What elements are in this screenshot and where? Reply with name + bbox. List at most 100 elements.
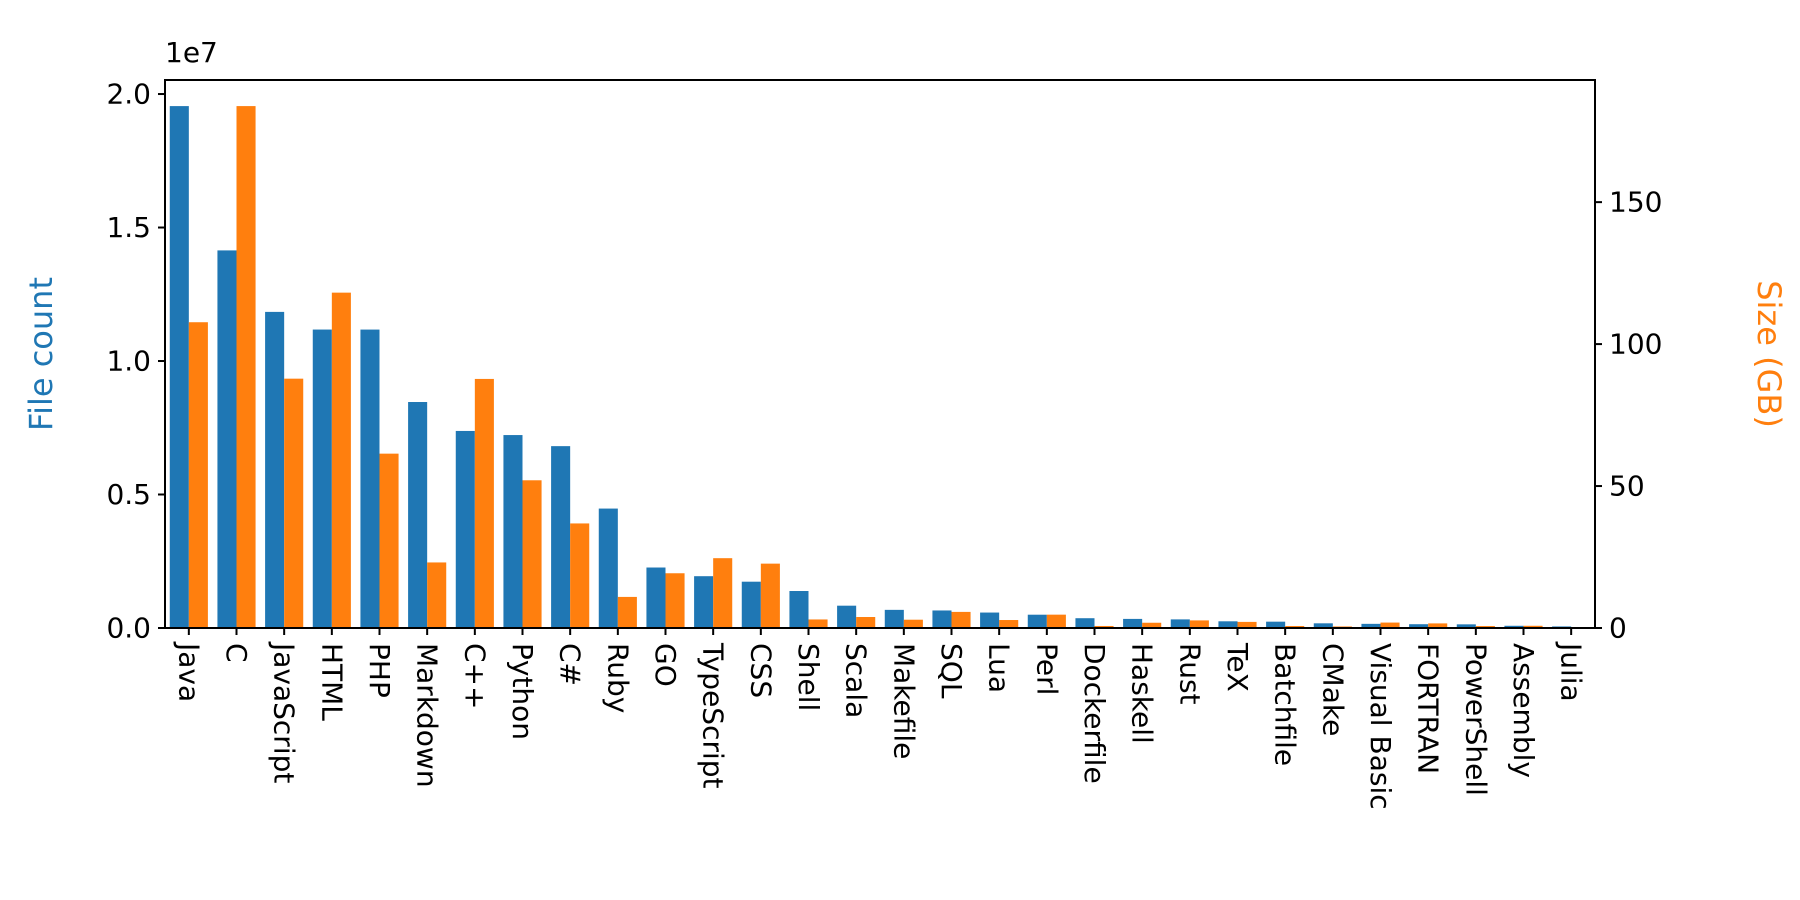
x-tick-label: JavaScript	[268, 641, 301, 783]
right-y-tick-label: 100	[1609, 328, 1662, 361]
file-count-bar	[1027, 614, 1047, 628]
file-count-bar	[884, 609, 904, 628]
size-bar	[713, 558, 733, 628]
size-bar	[284, 378, 304, 628]
x-tick-label: TypeScript	[697, 642, 730, 789]
file-count-bar	[1361, 623, 1381, 628]
size-bar	[474, 378, 494, 628]
size-bar	[856, 617, 876, 628]
x-tick-label: Shell	[792, 643, 825, 711]
x-tick-label: PHP	[363, 643, 396, 698]
file-count-bar	[1123, 618, 1143, 628]
size-bar	[570, 523, 590, 628]
file-count-bar	[1456, 624, 1476, 628]
left-y-axis-label: File count	[22, 277, 60, 431]
left-y-tick-label: 1.5	[106, 211, 151, 244]
bars-layer	[169, 106, 1591, 628]
x-tick-label: Assembly	[1507, 643, 1540, 778]
size-bar	[999, 620, 1019, 628]
file-count-bar	[1504, 625, 1524, 628]
size-bar	[1428, 623, 1448, 628]
file-count-bar	[980, 612, 1000, 628]
x-tick-label: Visual Basic	[1364, 643, 1397, 810]
file-count-bar	[265, 311, 285, 628]
size-bar	[665, 573, 685, 628]
x-tick-label: Rust	[1173, 643, 1206, 705]
size-bar	[522, 480, 542, 628]
file-count-bar	[312, 329, 332, 628]
x-tick-label: Ruby	[601, 643, 634, 713]
size-bar	[1189, 620, 1209, 628]
file-count-bar	[1075, 618, 1095, 628]
x-tick-label: HTML	[315, 643, 348, 721]
size-bar	[808, 619, 828, 628]
size-bar	[236, 106, 256, 628]
file-count-bar	[551, 446, 571, 628]
x-tick-label: C++	[458, 643, 491, 709]
size-bar	[760, 563, 780, 628]
y-axis-offset-text: 1e7	[165, 36, 218, 69]
size-bar	[1380, 622, 1400, 628]
x-tick-label: Lua	[983, 643, 1016, 693]
x-tick-label: Scala	[840, 643, 873, 718]
x-tick-label: SQL	[935, 643, 968, 699]
x-tick-label: Perl	[1030, 643, 1063, 695]
right-y-tick-label: 50	[1609, 470, 1645, 503]
right-y-tick-label: 150	[1609, 186, 1662, 219]
x-tick-label: Dockerfile	[1078, 643, 1111, 784]
size-bar	[1237, 621, 1257, 628]
file-count-bar	[837, 605, 857, 628]
left-y-tick-label: 0.0	[106, 612, 151, 645]
x-tick-label: C#	[554, 643, 587, 686]
file-count-bar	[1218, 621, 1238, 628]
x-tick-label: TeX	[1221, 642, 1254, 692]
file-count-bar	[217, 250, 237, 628]
plot-border	[164, 79, 1596, 629]
right-y-tick-label: 0	[1609, 612, 1627, 645]
file-count-bar	[646, 567, 666, 628]
left-y-tick-label: 0.5	[106, 478, 151, 511]
left-y-tick-label: 2.0	[106, 78, 151, 111]
file-count-bar	[1170, 619, 1190, 628]
x-tick-label: Java	[172, 641, 205, 702]
x-tick-label: FORTRAN	[1412, 643, 1445, 774]
x-tick-label: PowerShell	[1459, 643, 1492, 796]
x-tick-label: Python	[506, 643, 539, 740]
size-bar	[427, 562, 447, 628]
right-y-axis-label: Size (GB)	[1750, 280, 1788, 428]
size-bar	[1046, 614, 1066, 628]
file-count-bar	[169, 106, 189, 628]
size-bar	[617, 596, 637, 628]
file-count-bar	[1313, 623, 1333, 628]
file-count-bar	[455, 430, 475, 628]
file-count-bar	[1409, 624, 1429, 628]
size-bar	[903, 619, 923, 628]
file-count-bar	[694, 576, 714, 628]
file-count-bar	[932, 610, 952, 628]
x-tick-label: CSS	[744, 643, 777, 698]
x-tick-label: Julia	[1555, 641, 1588, 702]
size-bar	[1094, 625, 1114, 628]
left-y-tick-label: 1.0	[106, 345, 151, 378]
file-count-bar	[503, 435, 523, 628]
size-bar	[188, 322, 208, 628]
x-tick-label: CMake	[1316, 643, 1349, 736]
size-bar	[951, 611, 971, 628]
file-count-bar	[360, 329, 380, 628]
x-tick-label: Haskell	[1126, 643, 1159, 744]
file-count-bar	[789, 591, 809, 628]
x-tick-label: Makefile	[887, 643, 920, 759]
x-tick-label: Batchfile	[1269, 643, 1302, 766]
axes-layer: Java C JavaScript HTML PHP Markdown C++ Python C…	[106, 78, 1662, 810]
size-bar	[1142, 622, 1162, 628]
size-bar	[379, 453, 399, 628]
file-count-bar	[408, 402, 428, 628]
size-bar	[1523, 625, 1543, 628]
file-count-bar	[598, 508, 618, 628]
x-tick-label: C	[220, 643, 253, 663]
file-count-bar	[1266, 621, 1286, 628]
x-tick-label: GO	[649, 643, 682, 687]
x-tick-label: Markdown	[411, 643, 444, 788]
